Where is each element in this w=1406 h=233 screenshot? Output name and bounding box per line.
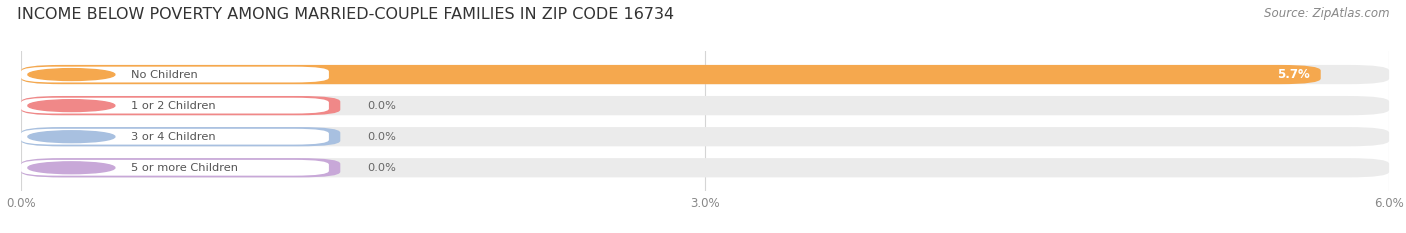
Text: Source: ZipAtlas.com: Source: ZipAtlas.com xyxy=(1264,7,1389,20)
Circle shape xyxy=(28,69,115,80)
FancyBboxPatch shape xyxy=(21,160,329,176)
Text: 1 or 2 Children: 1 or 2 Children xyxy=(131,101,215,111)
Text: 5 or more Children: 5 or more Children xyxy=(131,163,238,173)
FancyBboxPatch shape xyxy=(21,98,329,113)
FancyBboxPatch shape xyxy=(21,65,1320,84)
Text: 5.7%: 5.7% xyxy=(1277,68,1309,81)
Text: 0.0%: 0.0% xyxy=(367,101,396,111)
FancyBboxPatch shape xyxy=(21,96,340,115)
FancyBboxPatch shape xyxy=(21,96,1389,115)
Text: 0.0%: 0.0% xyxy=(367,163,396,173)
FancyBboxPatch shape xyxy=(21,129,329,145)
FancyBboxPatch shape xyxy=(21,67,329,82)
FancyBboxPatch shape xyxy=(21,127,340,146)
FancyBboxPatch shape xyxy=(21,158,1389,177)
Circle shape xyxy=(28,131,115,143)
FancyBboxPatch shape xyxy=(21,127,1389,146)
Text: INCOME BELOW POVERTY AMONG MARRIED-COUPLE FAMILIES IN ZIP CODE 16734: INCOME BELOW POVERTY AMONG MARRIED-COUPL… xyxy=(17,7,673,22)
Text: 3 or 4 Children: 3 or 4 Children xyxy=(131,132,215,142)
Circle shape xyxy=(28,100,115,112)
Circle shape xyxy=(28,162,115,174)
Text: 0.0%: 0.0% xyxy=(367,132,396,142)
FancyBboxPatch shape xyxy=(21,158,340,177)
FancyBboxPatch shape xyxy=(21,65,1389,84)
Text: No Children: No Children xyxy=(131,70,198,79)
